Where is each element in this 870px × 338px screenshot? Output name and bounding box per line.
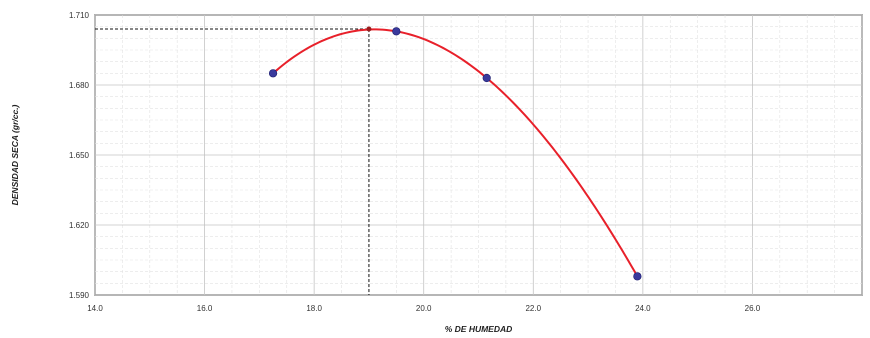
y-tick-label: 1.650: [69, 151, 90, 160]
x-tick-label: 16.0: [197, 304, 213, 313]
x-tick-label: 18.0: [306, 304, 322, 313]
series-layer: [268, 26, 642, 281]
x-tick-label: 26.0: [745, 304, 761, 313]
tick-labels: 14.0 16.0 18.0 20.0 22.0 24.0 26.0 1.590 1.620 1.…: [69, 11, 761, 313]
y-tick-label: 1.590: [69, 291, 90, 300]
x-tick-label: 14.0: [87, 304, 103, 313]
data-point: [392, 27, 401, 36]
grid-lines: [94, 14, 863, 296]
x-tick-label: 20.0: [416, 304, 432, 313]
x-tick-label: 22.0: [525, 304, 541, 313]
series-line: [272, 28, 639, 277]
y-tick-label: 1.680: [69, 81, 90, 90]
x-axis-title: % DE HUMEDAD: [445, 324, 513, 334]
y-tick-label: 1.620: [69, 221, 90, 230]
y-tick-label: 1.710: [69, 11, 90, 20]
optimum-point: [366, 26, 372, 32]
data-point: [482, 73, 491, 83]
x-tick-label: 24.0: [635, 304, 651, 313]
data-point: [268, 69, 278, 78]
data-point: [633, 272, 642, 281]
y-axis-title: DENSIDAD SECA (gr/cc.): [10, 104, 20, 205]
optimum-reference-lines: [95, 28, 370, 295]
